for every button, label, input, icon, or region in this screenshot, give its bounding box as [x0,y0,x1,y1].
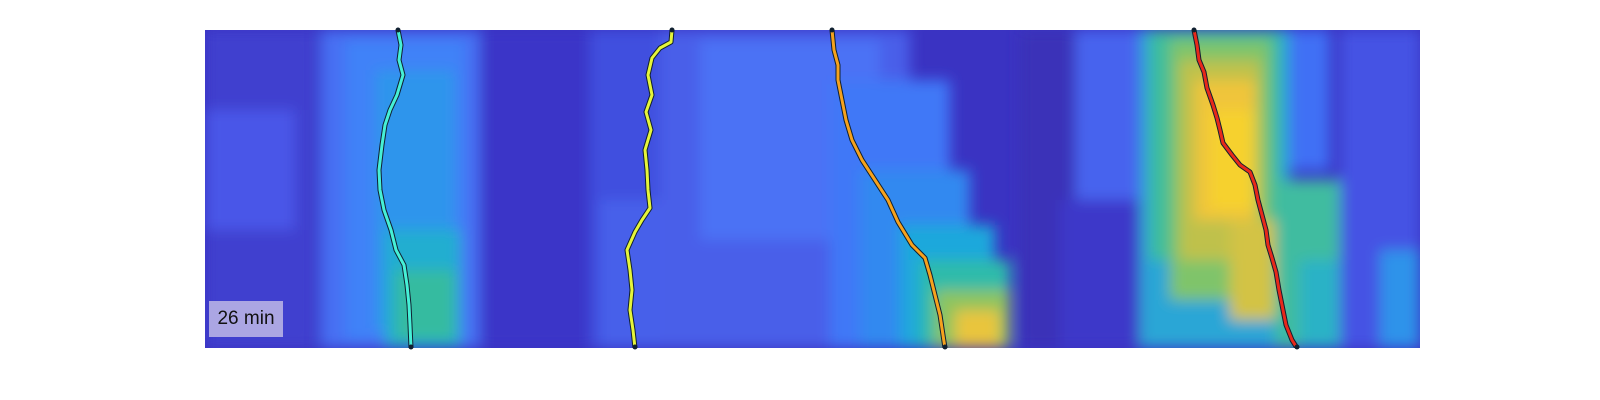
heatmap-image [205,30,1420,348]
track-endpoints [395,27,1300,350]
time-label: 26 min [209,301,283,337]
track-lines [376,30,1300,348]
